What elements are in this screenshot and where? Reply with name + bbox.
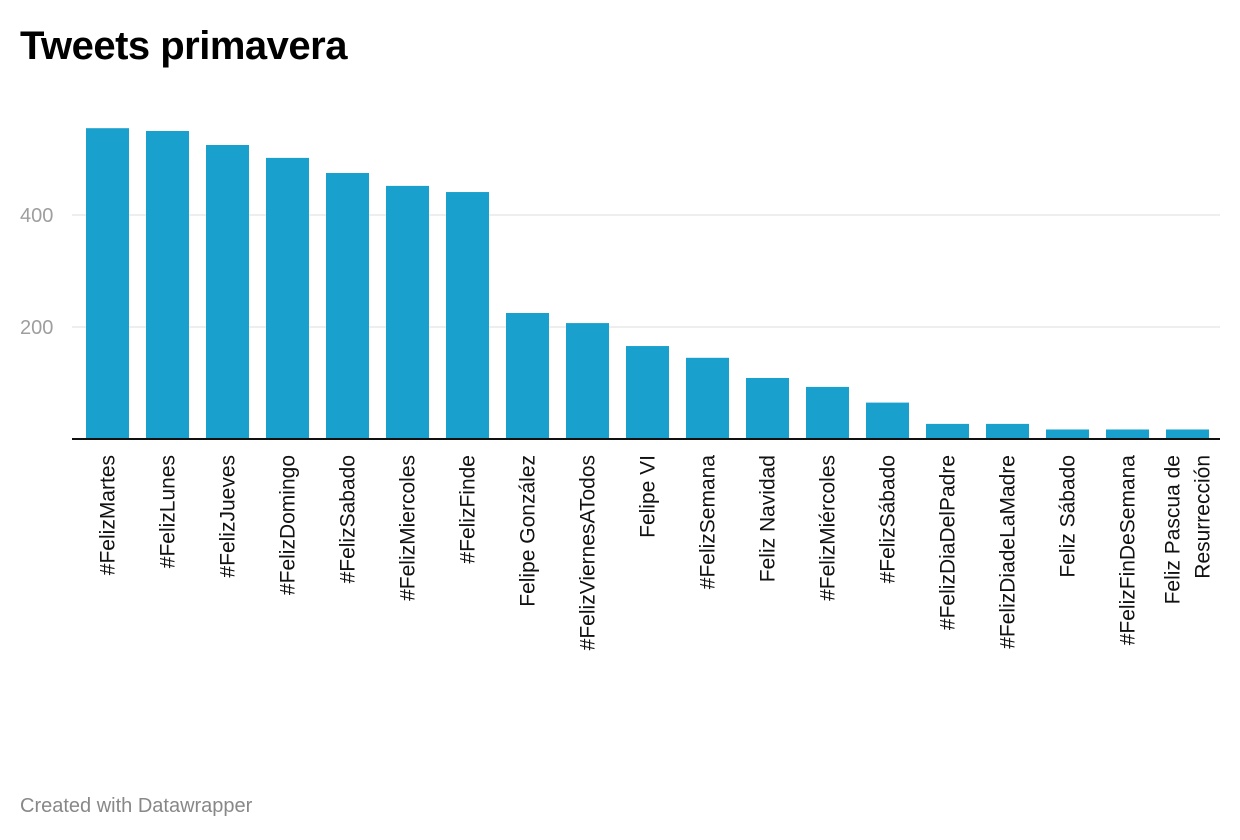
bar (926, 424, 969, 439)
x-category-label: #FelizDiaDelPadre (937, 455, 960, 630)
x-category-label-line: #FelizDiaDelPadre (937, 455, 960, 630)
x-category-label: #FelizSabado (337, 455, 360, 583)
x-category-label-line: #FelizMiércoles (817, 455, 840, 601)
bar (626, 346, 669, 439)
x-category-label-line: Feliz Navidad (757, 455, 780, 582)
bar (746, 378, 789, 439)
category-labels: #FelizMartes #FelizLunes #FelizJueves #Feli… (97, 455, 1215, 651)
x-category-label: Feliz Pascua de Resurrección (1162, 455, 1215, 604)
x-category-label-line: #FelizLunes (157, 455, 180, 568)
x-category-label: Felipe González (517, 455, 540, 607)
bar (1046, 429, 1089, 439)
x-category-label: #FelizJueves (217, 455, 240, 578)
x-category-label: #FelizDiadeLaMadre (997, 455, 1020, 649)
x-category-label: #FelizSemana (697, 455, 720, 590)
bar (506, 313, 549, 439)
x-category-label: Felipe VI (637, 455, 660, 538)
bar (146, 131, 189, 439)
bar (86, 128, 129, 439)
x-category-label-line: Resurrección (1192, 455, 1215, 579)
x-category-label: #FelizMiercoles (397, 455, 420, 601)
y-tick-label: 200 (20, 317, 53, 339)
x-category-label: #FelizViernesATodos (577, 455, 600, 650)
x-category-label-line: #FelizMiercoles (397, 455, 420, 601)
bar (806, 387, 849, 439)
bar (986, 424, 1029, 439)
bar (386, 186, 429, 439)
x-category-label-line: #FelizSemana (697, 455, 720, 590)
x-category-label-line: #FelizJueves (217, 455, 240, 578)
x-category-label: Feliz Navidad (757, 455, 780, 582)
x-category-label-line: #FelizDiadeLaMadre (997, 455, 1020, 649)
x-category-label-line: Feliz Sábado (1057, 455, 1080, 578)
bar (1106, 429, 1149, 439)
x-category-label-line: #FelizMartes (97, 455, 120, 575)
x-category-label: #FelizMartes (97, 455, 120, 575)
x-category-label-line: #FelizFinDeSemana (1117, 455, 1140, 646)
bar (206, 145, 249, 439)
bar (866, 403, 909, 439)
x-category-label-line: #FelizDomingo (277, 455, 300, 595)
x-category-label: #FelizFinde (457, 455, 480, 564)
x-category-label-line: #FelizSabado (337, 455, 360, 583)
x-category-label-line: Felipe VI (637, 455, 660, 538)
grid-lines: 200 400 (20, 205, 1220, 339)
bar (446, 192, 489, 439)
x-category-label: #FelizSábado (877, 455, 900, 583)
x-category-label: #FelizLunes (157, 455, 180, 568)
bar (686, 358, 729, 439)
bar (266, 158, 309, 439)
x-category-label-line: Feliz Pascua de (1162, 455, 1185, 604)
footer-credit: Created with Datawrapper (20, 793, 252, 819)
x-category-label-line: Felipe González (517, 455, 540, 607)
x-category-label: Feliz Sábado (1057, 455, 1080, 578)
bar (1166, 429, 1209, 439)
x-category-label: #FelizFinDeSemana (1117, 455, 1140, 646)
x-category-label: #FelizMiércoles (817, 455, 840, 601)
x-category-label-line: #FelizViernesATodos (577, 455, 600, 650)
bar (326, 173, 369, 439)
bar (566, 323, 609, 439)
x-category-label: #FelizDomingo (277, 455, 300, 595)
x-category-label-line: #FelizFinde (457, 455, 480, 564)
x-category-label-line: #FelizSábado (877, 455, 900, 583)
bars (86, 128, 1209, 439)
y-tick-label: 400 (20, 205, 53, 227)
